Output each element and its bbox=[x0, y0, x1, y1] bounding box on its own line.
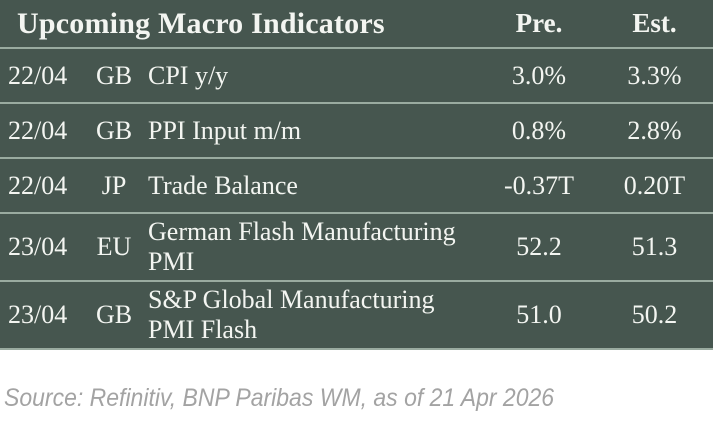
country-cell: JP bbox=[101, 170, 127, 200]
indicator-cell: CPI y/y bbox=[140, 58, 482, 94]
date-cell: 23/04 bbox=[8, 300, 68, 329]
indicator-label: German Flash Manufacturing PMI bbox=[148, 217, 456, 276]
table-header-row: Upcoming Macro Indicators Pre. Est. bbox=[0, 0, 713, 47]
date-cell: 22/04 bbox=[8, 115, 68, 145]
date-cell: 23/04 bbox=[8, 232, 68, 261]
estimate-value-cell: 50.2 bbox=[631, 300, 678, 329]
estimate-value-cell: 3.3% bbox=[627, 60, 682, 90]
table-row: 22/04 JP Trade Balance -0.37T 0.20T bbox=[0, 157, 713, 212]
previous-value-cell: 3.0% bbox=[511, 60, 567, 90]
indicator-cell: S&P Global Manufacturing PMI Flash bbox=[140, 282, 482, 348]
column-header-pre: Pre. bbox=[515, 8, 563, 38]
country-cell: GB bbox=[95, 115, 133, 145]
indicator-label: CPI y/y bbox=[148, 60, 229, 90]
country-cell: GB bbox=[95, 300, 133, 329]
table-row: 22/04 GB PPI Input m/m 0.8% 2.8% bbox=[0, 102, 713, 157]
country-cell: EU bbox=[96, 232, 132, 261]
estimate-value-cell: 51.3 bbox=[631, 232, 678, 261]
macro-indicators-table: Upcoming Macro Indicators Pre. Est. 22/0… bbox=[0, 0, 713, 350]
footer: Source: Refinitiv, BNP Paribas WM, as of… bbox=[0, 350, 713, 413]
previous-value-cell: 52.2 bbox=[516, 232, 562, 261]
estimate-value-cell: 0.20T bbox=[623, 170, 686, 200]
table-title: Upcoming Macro Indicators bbox=[17, 6, 385, 40]
indicator-label: PPI Input m/m bbox=[148, 115, 302, 145]
column-header-est: Est. bbox=[632, 8, 677, 38]
date-cell: 22/04 bbox=[8, 60, 68, 90]
table-row: 22/04 GB CPI y/y 3.0% 3.3% bbox=[0, 47, 713, 102]
previous-value-cell: 0.8% bbox=[511, 115, 567, 145]
date-cell: 22/04 bbox=[8, 170, 68, 200]
estimate-value-cell: 2.8% bbox=[627, 115, 682, 145]
table-row: 23/04 GB S&P Global Manufacturing PMI Fl… bbox=[0, 280, 713, 348]
indicator-label: S&P Global Manufacturing PMI Flash bbox=[148, 285, 435, 344]
indicator-cell: PPI Input m/m bbox=[140, 113, 482, 149]
indicator-label: Trade Balance bbox=[148, 170, 298, 200]
indicator-cell: German Flash Manufacturing PMI bbox=[140, 214, 482, 280]
source-attribution: Source: Refinitiv, BNP Paribas WM, as of… bbox=[4, 384, 555, 412]
indicator-cell: Trade Balance bbox=[140, 168, 482, 204]
previous-value-cell: -0.37T bbox=[503, 170, 575, 200]
country-cell: GB bbox=[95, 60, 133, 90]
previous-value-cell: 51.0 bbox=[516, 300, 562, 329]
table-row: 23/04 EU German Flash Manufacturing PMI … bbox=[0, 212, 713, 280]
